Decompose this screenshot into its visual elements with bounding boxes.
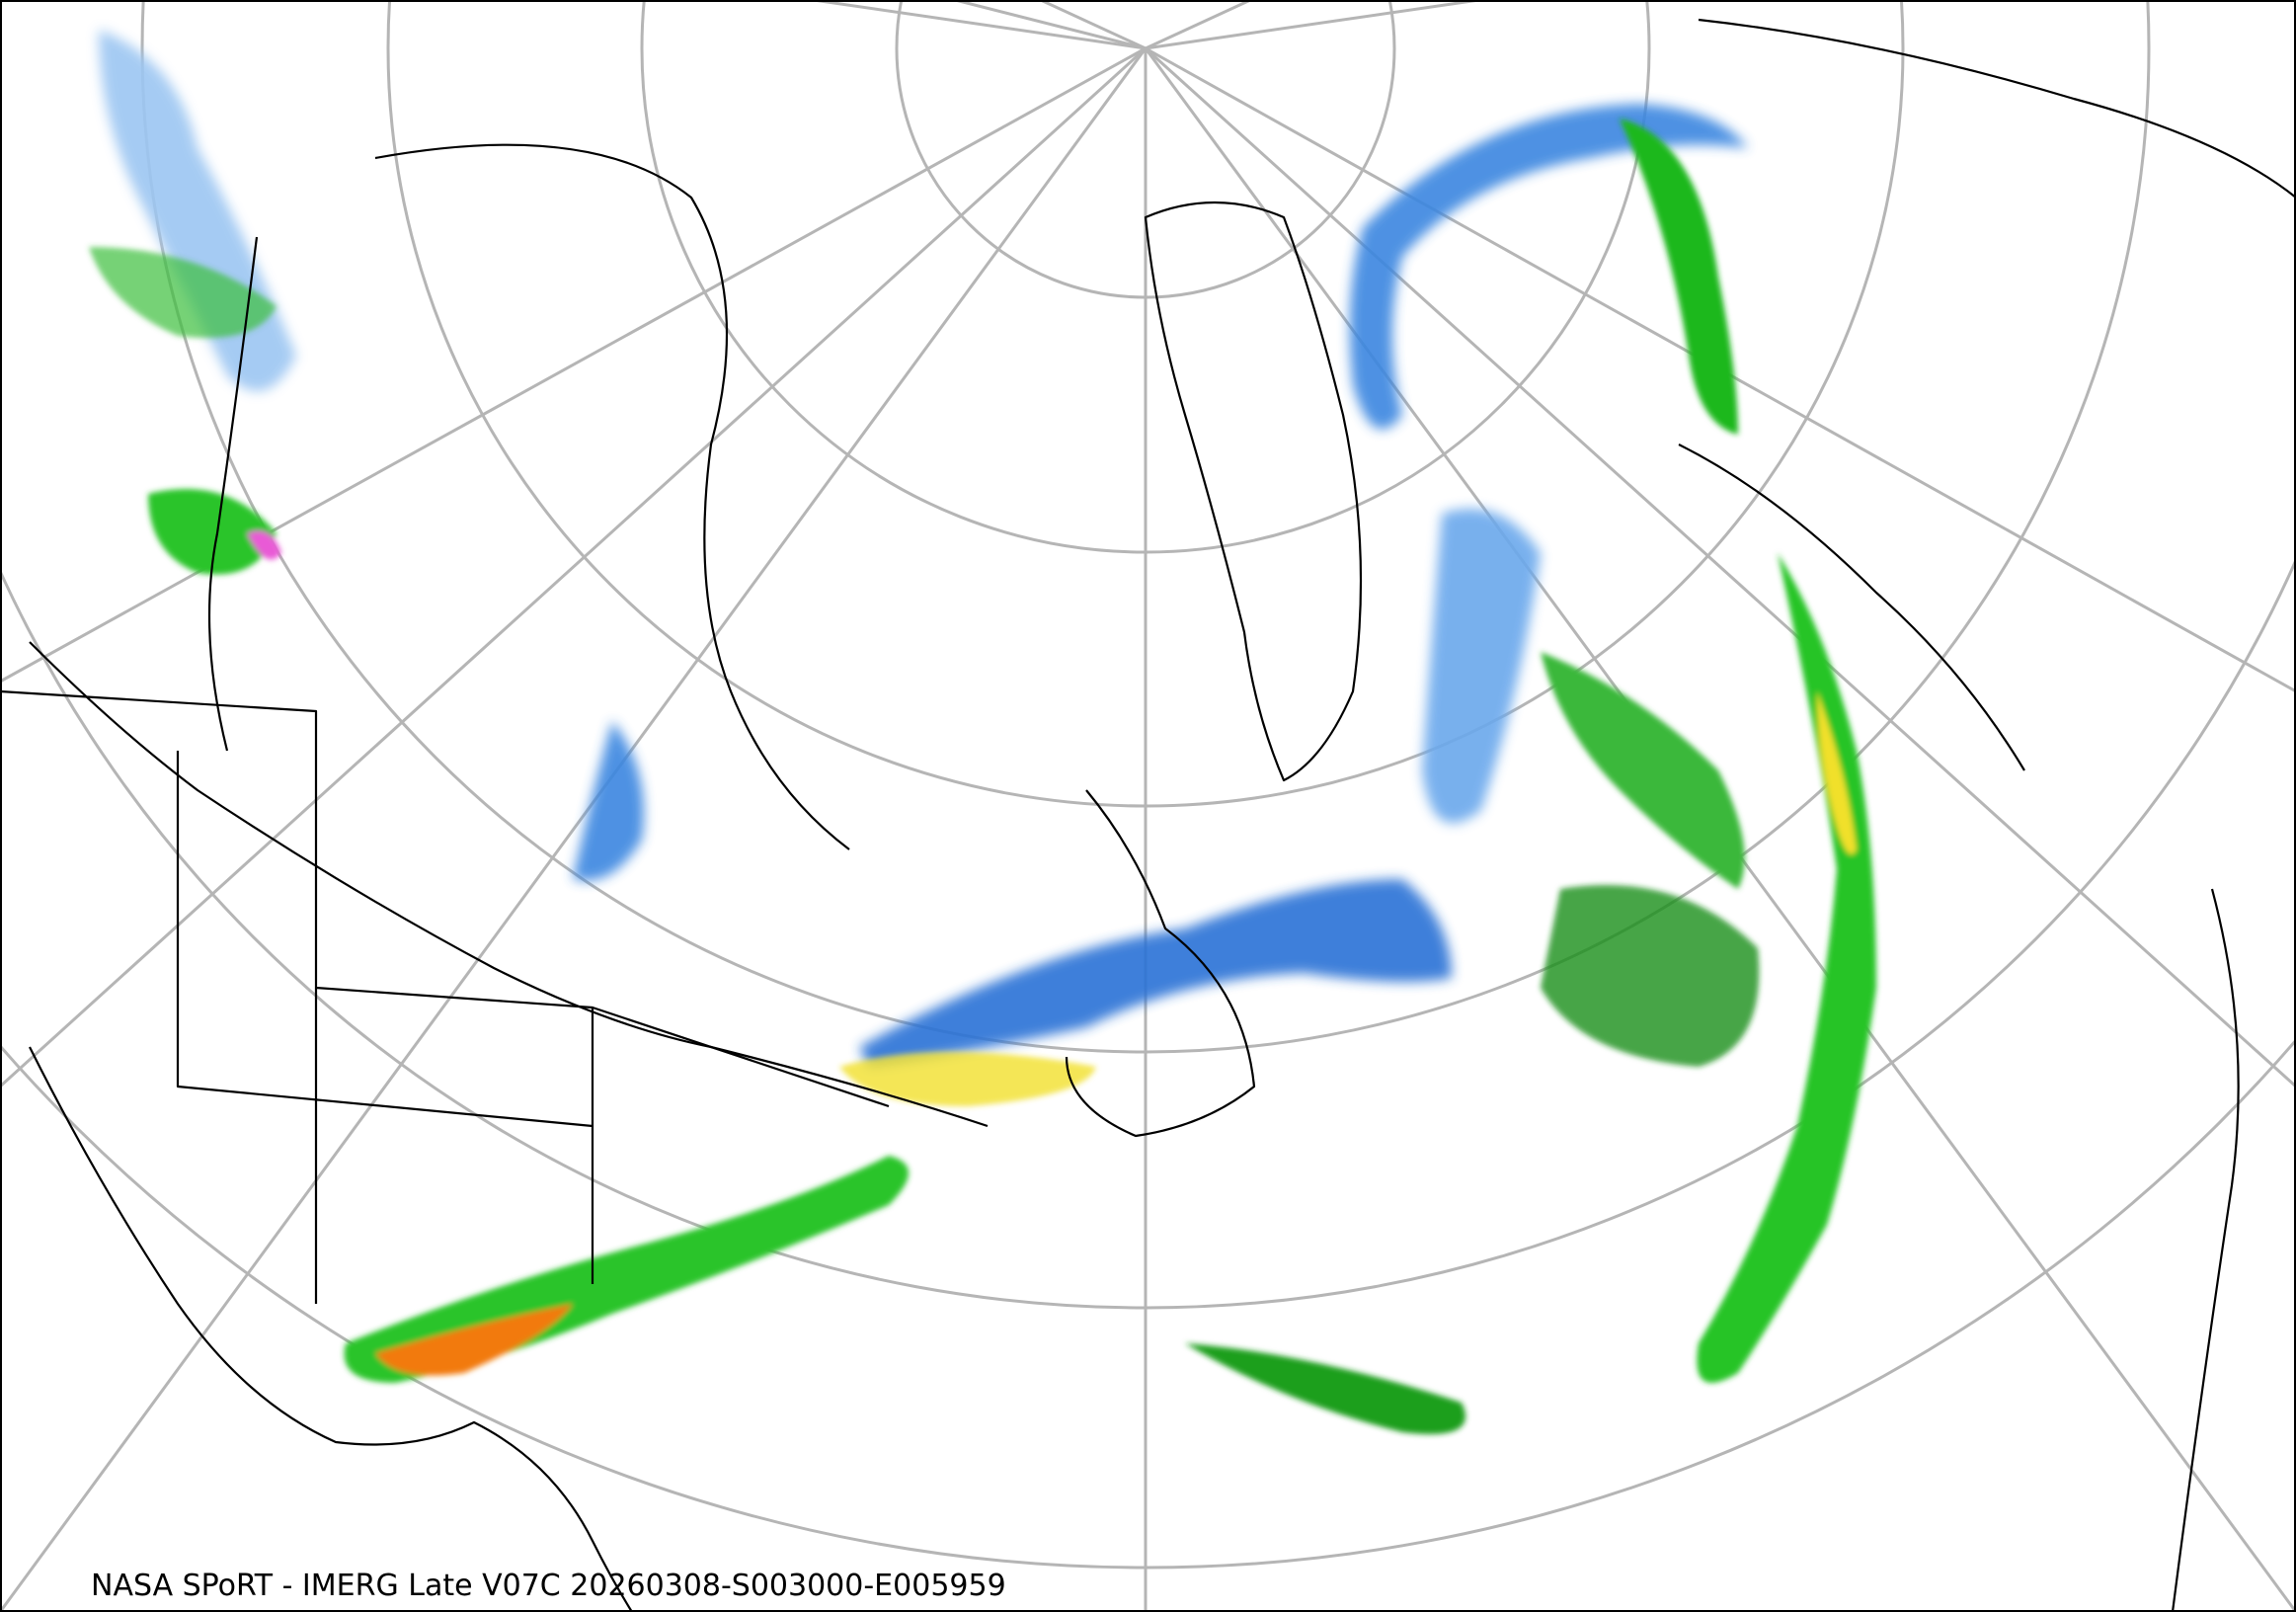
coastlines [0,18,2296,1612]
caption: NASA SPoRT - IMERG Late V07C 20260308-S0… [91,1569,1006,1603]
precipitation [89,30,1876,1434]
